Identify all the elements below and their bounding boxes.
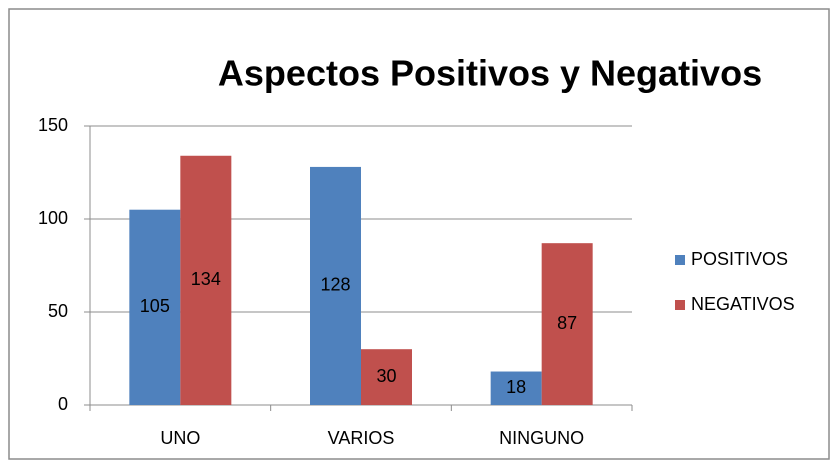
legend-label: NEGATIVOS <box>691 294 795 314</box>
data-label: 105 <box>140 296 170 316</box>
data-label: 128 <box>320 275 350 295</box>
y-tick-label: 50 <box>48 301 68 321</box>
y-tick-label: 150 <box>38 115 68 135</box>
bar <box>180 155 232 405</box>
bar <box>490 371 542 405</box>
bar <box>310 166 361 405</box>
x-tick-label: VARIOS <box>328 428 395 448</box>
legend-swatch <box>675 255 685 265</box>
data-label: 87 <box>557 313 577 333</box>
bar <box>541 243 593 405</box>
x-tick-label: UNO <box>160 428 200 448</box>
data-label: 30 <box>376 366 396 386</box>
chart-title: Aspectos Positivos y Negativos <box>218 53 762 94</box>
data-label: 18 <box>506 377 526 397</box>
x-tick-label: NINGUNO <box>499 428 584 448</box>
y-tick-label: 0 <box>58 394 68 414</box>
bar <box>129 209 181 405</box>
legend-label: POSITIVOS <box>691 249 788 269</box>
y-tick-label: 100 <box>38 208 68 228</box>
bar <box>361 349 412 405</box>
data-label: 134 <box>191 269 221 289</box>
legend-swatch <box>675 300 685 310</box>
